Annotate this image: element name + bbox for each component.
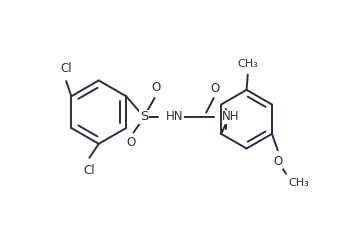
Text: O: O (210, 82, 219, 95)
Text: HN: HN (166, 110, 184, 123)
Text: S: S (140, 110, 148, 123)
Text: CH₃: CH₃ (237, 59, 258, 69)
Text: CH₃: CH₃ (288, 178, 309, 188)
Text: O: O (273, 155, 282, 168)
Text: Cl: Cl (84, 164, 95, 177)
Text: NH: NH (222, 110, 240, 123)
Text: O: O (126, 136, 136, 149)
Text: O: O (151, 81, 160, 94)
Text: Cl: Cl (60, 62, 72, 75)
